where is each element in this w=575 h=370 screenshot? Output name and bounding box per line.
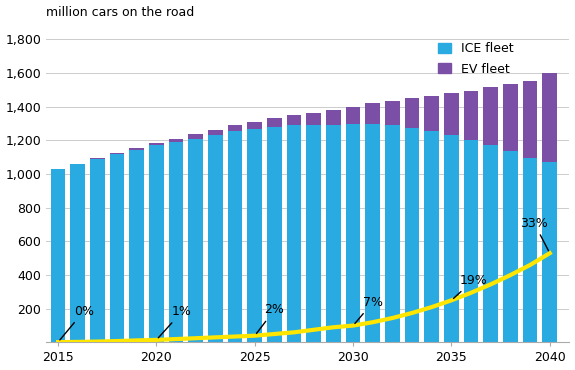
Bar	[405, 128, 420, 342]
Bar	[267, 118, 282, 127]
Bar	[208, 135, 223, 342]
Text: 19%: 19%	[454, 274, 487, 299]
Bar	[168, 139, 183, 142]
Bar	[542, 162, 557, 342]
Bar	[326, 110, 341, 125]
Bar	[424, 131, 439, 342]
Bar	[306, 125, 321, 342]
Bar	[90, 159, 105, 342]
Bar	[110, 153, 124, 154]
Bar	[405, 98, 420, 128]
Bar	[463, 91, 478, 140]
Text: 2%: 2%	[256, 303, 285, 333]
Bar	[129, 148, 144, 150]
Bar	[385, 101, 400, 125]
Bar	[385, 125, 400, 342]
Bar	[70, 164, 85, 342]
Bar	[503, 151, 518, 342]
Text: 7%: 7%	[355, 296, 383, 323]
Bar	[306, 112, 321, 125]
Bar	[444, 93, 459, 135]
Bar	[542, 73, 557, 162]
Bar	[346, 124, 361, 342]
Bar	[346, 107, 361, 124]
Legend: ICE fleet, EV fleet: ICE fleet, EV fleet	[435, 38, 517, 79]
Bar	[326, 125, 341, 342]
Bar	[168, 142, 183, 342]
Bar	[189, 134, 203, 139]
Text: 0%: 0%	[60, 305, 94, 340]
Bar	[247, 129, 262, 342]
Bar	[444, 135, 459, 342]
Bar	[110, 154, 124, 342]
Bar	[365, 103, 380, 124]
Text: 33%: 33%	[520, 216, 549, 251]
Bar	[189, 139, 203, 342]
Bar	[267, 127, 282, 342]
Bar	[424, 96, 439, 131]
Bar	[523, 81, 538, 158]
Bar	[129, 150, 144, 342]
Bar	[90, 158, 105, 159]
Bar	[247, 122, 262, 129]
Bar	[287, 115, 301, 125]
Bar	[228, 125, 243, 131]
Text: million cars on the road: million cars on the road	[47, 6, 194, 18]
Bar	[208, 130, 223, 135]
Bar	[484, 145, 498, 342]
Bar	[365, 124, 380, 342]
Bar	[149, 143, 164, 145]
Bar	[463, 140, 478, 342]
Bar	[484, 87, 498, 145]
Bar	[228, 131, 243, 342]
Bar	[149, 145, 164, 342]
Bar	[287, 125, 301, 342]
Text: 1%: 1%	[158, 305, 192, 338]
Bar	[51, 169, 66, 342]
Bar	[503, 84, 518, 151]
Bar	[523, 158, 538, 342]
